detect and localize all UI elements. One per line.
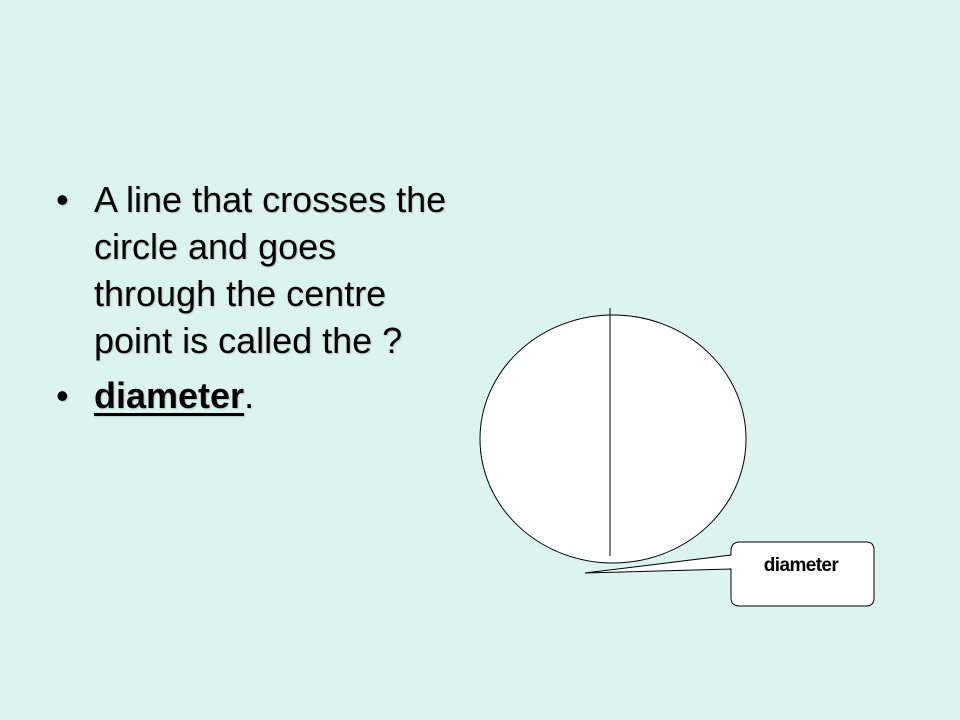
answer-bullet: • diameter. [56,372,466,419]
diameter-callout [584,541,875,607]
bullet-marker: • [56,375,69,416]
answer-suffix: . [244,375,255,416]
circle [479,314,747,564]
answer-word: diameter [94,375,245,416]
bullet-marker: • [56,179,69,220]
callout-label: diameter [764,555,840,576]
question-bullet: • A line that crosses the circle and goe… [56,176,466,364]
bullet-list: • A line that crosses the circle and goe… [56,176,466,427]
question-text: A line that crosses the circle and goes … [94,179,447,361]
